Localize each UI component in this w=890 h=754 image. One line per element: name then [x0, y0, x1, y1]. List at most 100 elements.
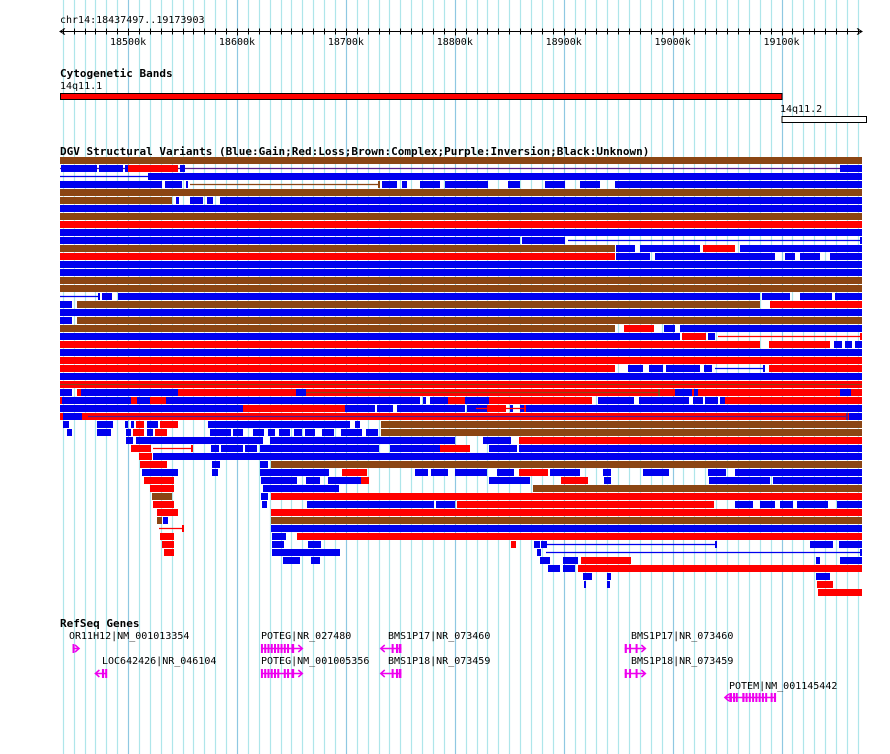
gain-variant[interactable] — [583, 573, 592, 580]
gain-variant[interactable] — [97, 421, 113, 428]
loss-variant[interactable] — [131, 445, 151, 452]
gain-variant[interactable] — [60, 309, 862, 316]
gene-model[interactable] — [94, 669, 108, 678]
complex-variant[interactable] — [271, 517, 862, 524]
gain-variant[interactable] — [180, 165, 185, 172]
gain-variant[interactable] — [125, 397, 127, 404]
gain-variant[interactable] — [126, 437, 133, 444]
complex-variant[interactable] — [60, 245, 615, 252]
loss-variant[interactable] — [519, 437, 862, 444]
gain-variant[interactable] — [378, 397, 393, 404]
gain-variant[interactable] — [550, 469, 580, 476]
gain-variant[interactable] — [540, 557, 550, 564]
gain-variant[interactable] — [666, 365, 700, 372]
gain-variant[interactable] — [207, 197, 213, 204]
loss-variant[interactable] — [198, 389, 295, 396]
loss-variant[interactable] — [457, 501, 714, 508]
gain-variant[interactable] — [800, 253, 820, 260]
gain-variant[interactable] — [615, 181, 862, 188]
loss-variant[interactable] — [769, 341, 830, 348]
gain-variant[interactable] — [118, 293, 760, 300]
gain-variant[interactable] — [79, 405, 105, 412]
loss-variant[interactable] — [144, 477, 174, 484]
gain-variant[interactable] — [402, 397, 410, 404]
gain-variant[interactable] — [67, 429, 72, 436]
gain-variant[interactable] — [680, 325, 862, 332]
gain-variant[interactable] — [397, 405, 435, 412]
gain-variant[interactable] — [639, 397, 689, 404]
gain-variant[interactable] — [131, 421, 134, 428]
gain-variant[interactable] — [436, 501, 455, 508]
gain-variant[interactable] — [328, 477, 367, 484]
gain-variant[interactable] — [186, 181, 188, 188]
loss-variant[interactable] — [769, 365, 862, 372]
gain-variant[interactable] — [60, 181, 162, 188]
gain-variant[interactable] — [60, 301, 72, 308]
gain-variant[interactable] — [233, 429, 243, 436]
gain-variant[interactable] — [475, 397, 485, 404]
gain-variant[interactable] — [607, 581, 610, 588]
loss-variant[interactable] — [361, 477, 369, 484]
gain-variant[interactable] — [142, 469, 178, 476]
gain-variant[interactable] — [603, 469, 611, 476]
gain-variant[interactable] — [534, 541, 540, 548]
loss-variant[interactable] — [770, 301, 862, 308]
gain-variant[interactable] — [694, 389, 698, 396]
loss-variant[interactable] — [150, 397, 166, 404]
loss-variant[interactable] — [520, 469, 538, 476]
gain-variant[interactable] — [338, 397, 378, 404]
loss-variant[interactable] — [153, 501, 174, 508]
gain-variant[interactable] — [785, 253, 795, 260]
gain-variant[interactable] — [294, 429, 302, 436]
gain-variant[interactable] — [245, 445, 257, 452]
complex-variant[interactable] — [60, 325, 615, 332]
loss-variant[interactable] — [817, 581, 833, 588]
complex-variant[interactable] — [77, 317, 862, 324]
complex-variant[interactable] — [157, 517, 162, 524]
gain-variant[interactable] — [147, 429, 153, 436]
gain-variant[interactable] — [261, 493, 268, 500]
gene-label[interactable]: POTEG|NR_027480 — [261, 631, 352, 642]
loss-variant[interactable] — [297, 533, 862, 540]
gain-variant[interactable] — [759, 469, 862, 476]
gain-variant[interactable] — [545, 181, 565, 188]
gene-label[interactable]: POTEG|NM_001005356 — [261, 656, 370, 667]
loss-variant[interactable] — [448, 397, 465, 404]
gain-variant[interactable] — [423, 397, 426, 404]
gain-variant[interactable] — [840, 389, 851, 396]
loss-variant[interactable] — [160, 421, 178, 428]
complex-variant[interactable] — [60, 277, 862, 284]
gene-model[interactable] — [723, 693, 777, 702]
gain-variant[interactable] — [283, 557, 300, 564]
gain-variant[interactable] — [240, 397, 247, 404]
gain-variant[interactable] — [198, 397, 213, 404]
gain-variant[interactable] — [307, 501, 434, 508]
gain-variant[interactable] — [643, 469, 669, 476]
gain-variant[interactable] — [60, 333, 680, 340]
gain-variant[interactable] — [830, 253, 862, 260]
gain-variant[interactable] — [580, 181, 600, 188]
loss-variant[interactable] — [818, 589, 862, 596]
gain-variant[interactable] — [455, 469, 487, 476]
gain-variant[interactable] — [780, 501, 793, 508]
gain-variant[interactable] — [402, 181, 407, 188]
loss-variant[interactable] — [440, 445, 470, 452]
gain-variant[interactable] — [126, 429, 131, 436]
loss-variant[interactable] — [136, 421, 144, 428]
loss-variant[interactable] — [511, 541, 516, 548]
loss-variant[interactable] — [128, 165, 178, 172]
gain-variant[interactable] — [445, 181, 488, 188]
complex-variant[interactable] — [60, 213, 862, 220]
gain-variant[interactable] — [773, 477, 862, 484]
gain-variant[interactable] — [845, 341, 852, 348]
gain-variant[interactable] — [390, 445, 440, 452]
gain-variant[interactable] — [136, 437, 263, 444]
gain-variant[interactable] — [253, 429, 264, 436]
gain-variant[interactable] — [508, 181, 520, 188]
gain-variant[interactable] — [855, 341, 862, 348]
gain-variant[interactable] — [607, 573, 611, 580]
gain-variant[interactable] — [62, 397, 96, 404]
gain-variant[interactable] — [483, 437, 511, 444]
gain-variant[interactable] — [840, 557, 862, 564]
loss-variant[interactable] — [60, 365, 615, 372]
